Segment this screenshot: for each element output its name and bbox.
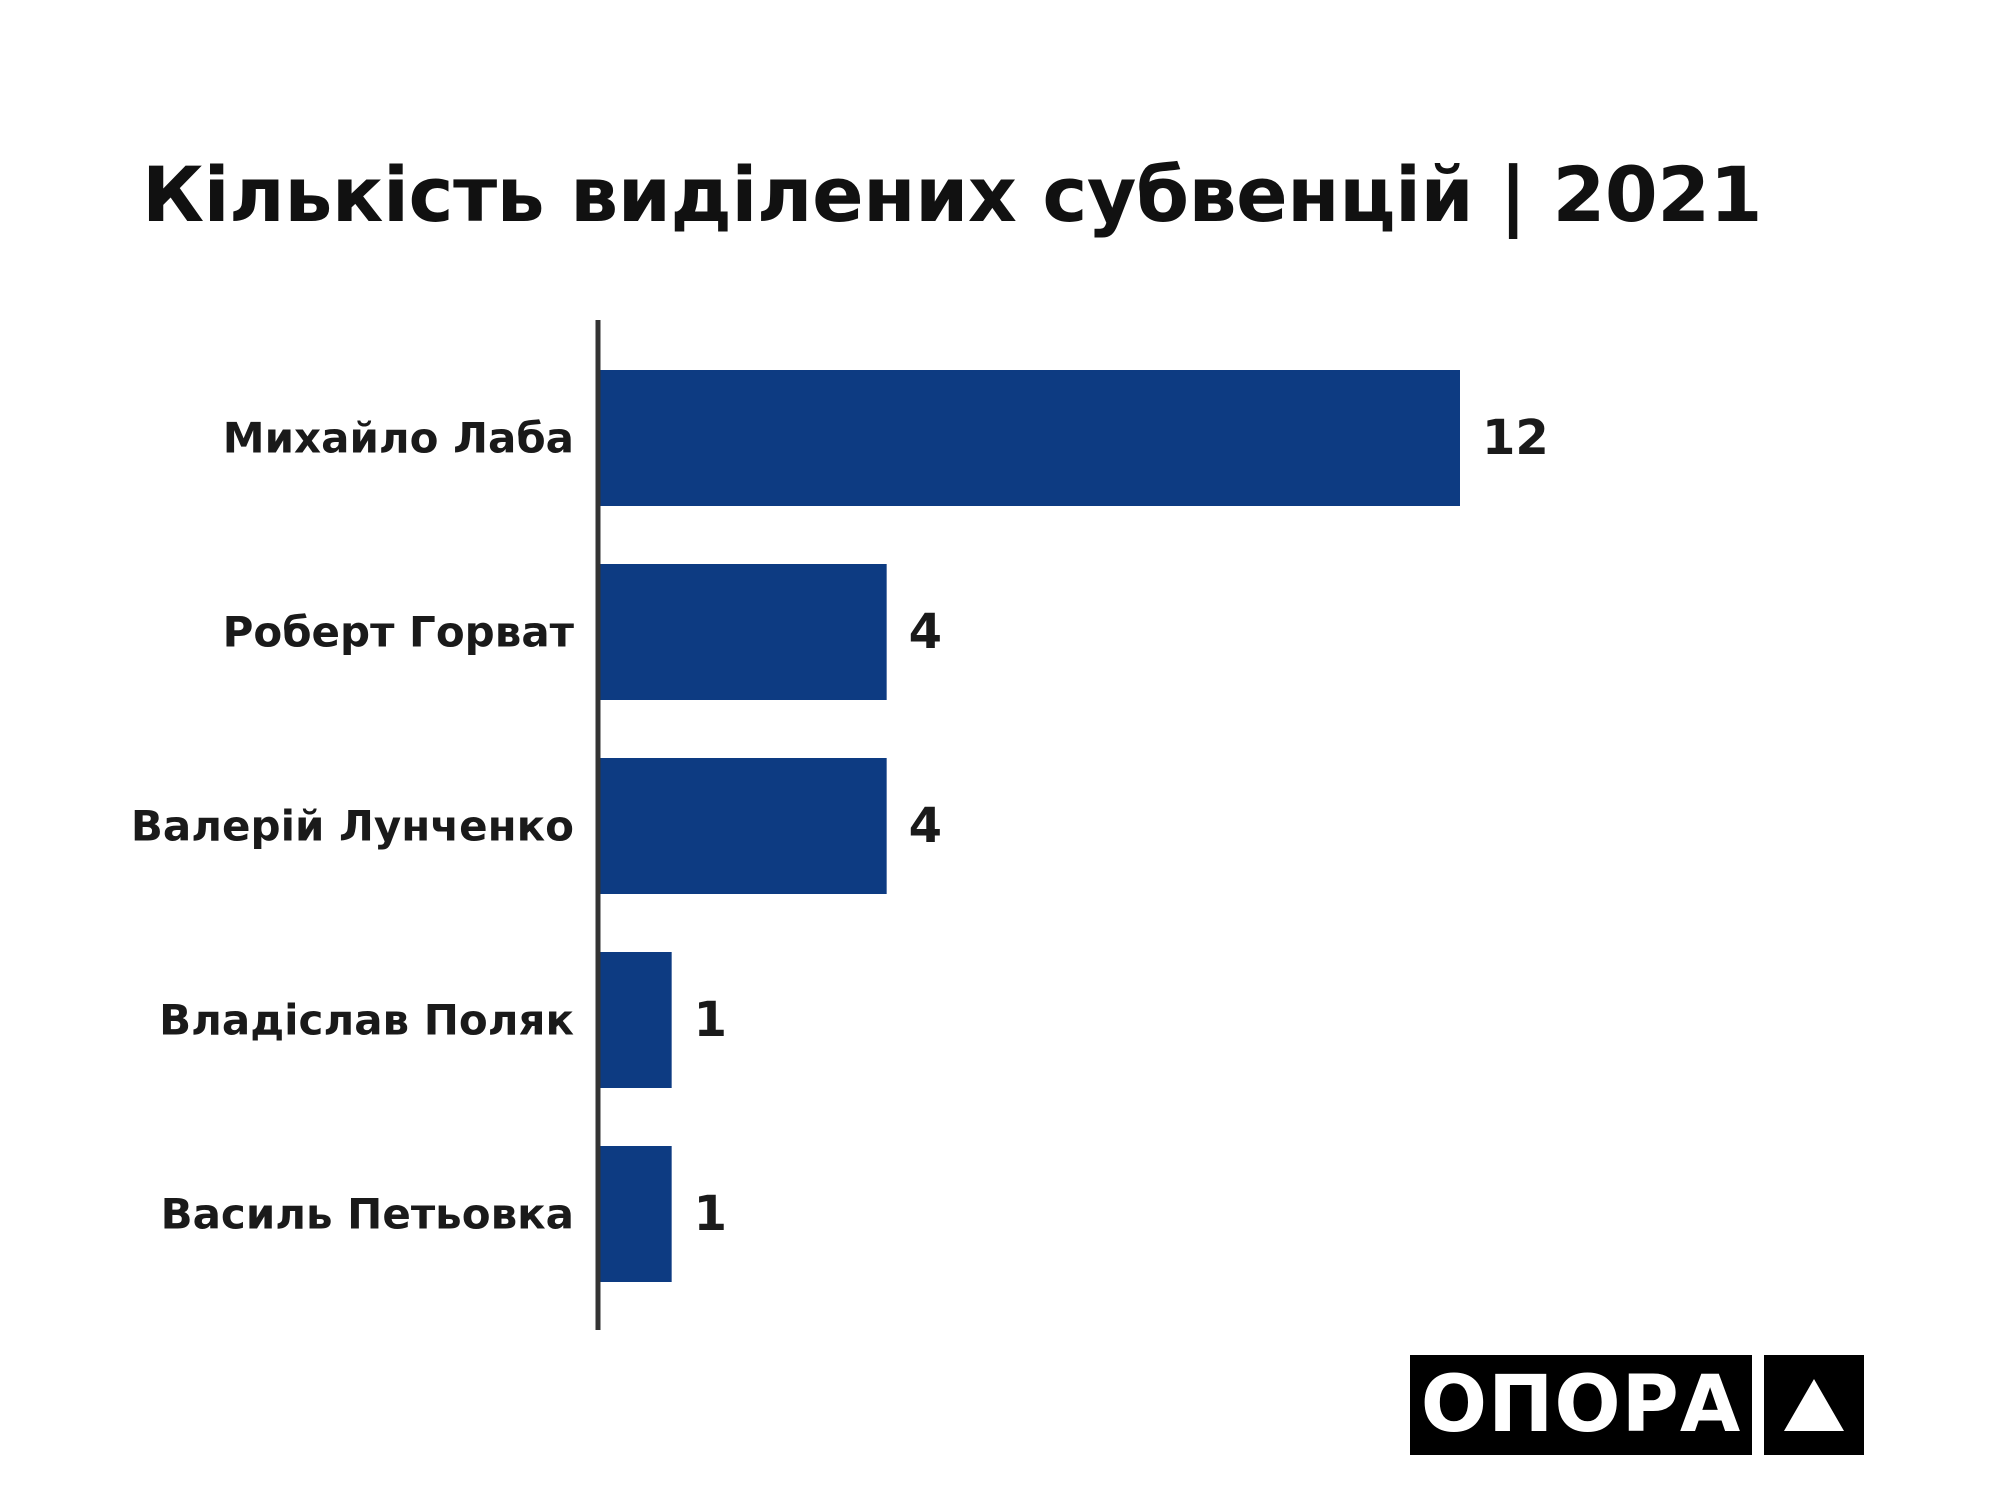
category-label-1: Роберт Горват: [223, 608, 575, 657]
category-label-4: Василь Петьовка: [161, 1190, 574, 1239]
bar-2: [600, 758, 887, 894]
value-label-0: 12: [1482, 410, 1549, 466]
bars-layer: [600, 370, 1460, 1282]
logo-triangle-icon: [1764, 1355, 1864, 1455]
value-label-3: 1: [694, 992, 727, 1048]
category-label-0: Михайло Лаба: [223, 414, 574, 463]
category-label-3: Владіслав Поляк: [159, 996, 574, 1045]
bar-1: [600, 564, 887, 700]
category-labels: Михайло Лаба Роберт Горват Валерій Лунченк…: [131, 414, 575, 1239]
chart-title: Кількість виділених субвенцій | 2021: [142, 150, 1763, 239]
opora-logo: ОПОРА: [1410, 1355, 1864, 1455]
bar-0: [600, 370, 1460, 506]
bar-4: [600, 1146, 672, 1282]
value-label-2: 4: [909, 798, 942, 854]
value-label-1: 4: [909, 604, 942, 660]
bar-3: [600, 952, 672, 1088]
category-label-2: Валерій Лунченко: [131, 802, 574, 851]
value-label-4: 1: [694, 1186, 727, 1242]
logo-wordmark: ОПОРА: [1410, 1355, 1752, 1455]
value-labels: 12 4 4 1 1: [694, 410, 1549, 1242]
